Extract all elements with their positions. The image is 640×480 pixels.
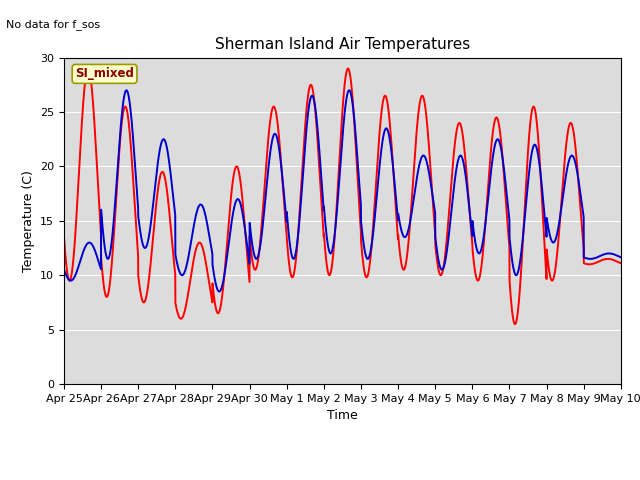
Y-axis label: Temperature (C): Temperature (C): [22, 170, 35, 272]
Legend: Panel T, Air T: Panel T, Air T: [259, 479, 426, 480]
Text: SI_mixed: SI_mixed: [75, 67, 134, 80]
Text: No data for f_sos: No data for f_sos: [6, 19, 100, 30]
Title: Sherman Island Air Temperatures: Sherman Island Air Temperatures: [215, 37, 470, 52]
X-axis label: Time: Time: [327, 409, 358, 422]
